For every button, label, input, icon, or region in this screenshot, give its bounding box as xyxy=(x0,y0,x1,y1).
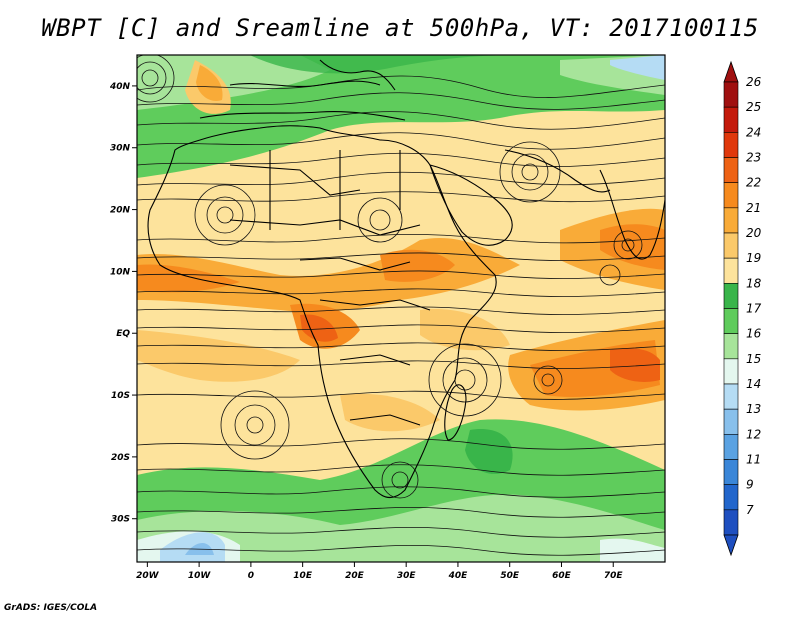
colorbar-swatch xyxy=(723,106,739,133)
credit-label: GrADS: IGES/COLA xyxy=(4,603,98,613)
lon-tick-label: 0 xyxy=(248,571,254,581)
colorbar-swatch xyxy=(723,383,739,410)
colorbar-label: 7 xyxy=(746,503,754,517)
colorbar-swatch xyxy=(723,257,739,284)
chart-title: WBPT [C] and Sreamline at 500hPa, VT: 20… xyxy=(41,14,759,42)
colorbar-swatch xyxy=(723,408,739,435)
colorbar: 26 25 24 23 22 21 20 19 18 17 16 15 14 13 12 11 9 7 xyxy=(723,60,762,557)
lon-tick-label: 60E xyxy=(552,571,572,581)
colorbar-swatch xyxy=(723,484,739,511)
colorbar-swatch xyxy=(723,81,739,108)
colorbar-label: 18 xyxy=(746,276,762,290)
lat-tick-label: 20S xyxy=(111,453,130,463)
colorbar-label: 9 xyxy=(746,478,754,492)
lon-tick-label: 10E xyxy=(293,571,313,581)
colorbar-label: 24 xyxy=(746,125,761,139)
colorbar-swatch xyxy=(723,182,739,209)
lon-tick-label: 40E xyxy=(448,571,469,581)
colorbar-swatch xyxy=(723,207,739,234)
wbpt-shading xyxy=(137,55,665,562)
colorbar-swatch xyxy=(723,283,739,309)
colorbar-label: 11 xyxy=(746,453,761,467)
colorbar-label: 20 xyxy=(746,226,762,240)
colorbar-label: 15 xyxy=(746,352,761,366)
colorbar-label: 17 xyxy=(746,302,762,316)
plot-frame xyxy=(136,54,666,563)
lon-tick-label: 10W xyxy=(188,571,212,581)
lat-tick-label: EQ xyxy=(116,329,130,339)
colorbar-bottom-arrow xyxy=(723,534,739,557)
colorbar-label: 22 xyxy=(746,176,761,190)
lon-tick-label: 30E xyxy=(397,571,417,581)
lon-tick-label: 20E xyxy=(345,571,365,581)
lon-tick-label: 50E xyxy=(500,571,520,581)
lat-tick-label: 30N xyxy=(110,144,131,154)
colorbar-swatch xyxy=(723,132,739,158)
colorbar-swatch xyxy=(723,308,739,334)
axis-ticks: 20W 10W 0 10E 20E 30E 40E 50E 60E 70E 40N 30N 20N 10N… xyxy=(109,82,623,581)
colorbar-swatch xyxy=(723,157,739,183)
colorbar-label: 21 xyxy=(746,201,761,215)
lat-tick-label: 10N xyxy=(110,267,131,277)
lat-tick-label: 30S xyxy=(111,515,130,525)
colorbar-swatch xyxy=(723,459,739,485)
colorbar-swatch xyxy=(723,434,739,460)
coastlines xyxy=(147,59,665,499)
colorbar-swatch xyxy=(723,509,739,536)
colorbar-swatch xyxy=(723,232,739,259)
colorbar-top-arrow xyxy=(723,60,739,83)
colorbar-label: 16 xyxy=(746,327,762,341)
colorbar-label: 13 xyxy=(746,402,761,416)
lon-tick-label: 20W xyxy=(136,571,160,581)
colorbar-label: 26 xyxy=(746,75,762,89)
lat-tick-label: 10S xyxy=(111,391,130,401)
lat-tick-label: 40N xyxy=(109,82,131,92)
colorbar-swatch xyxy=(723,358,739,385)
colorbar-label: 23 xyxy=(746,151,761,165)
colorbar-swatch xyxy=(723,333,739,360)
colorbar-label: 12 xyxy=(746,427,761,441)
lon-tick-label: 70E xyxy=(604,571,624,581)
colorbar-label: 14 xyxy=(746,377,761,391)
colorbar-label: 19 xyxy=(746,251,761,265)
lat-tick-label: 20N xyxy=(110,206,131,216)
colorbar-label: 25 xyxy=(746,100,761,114)
